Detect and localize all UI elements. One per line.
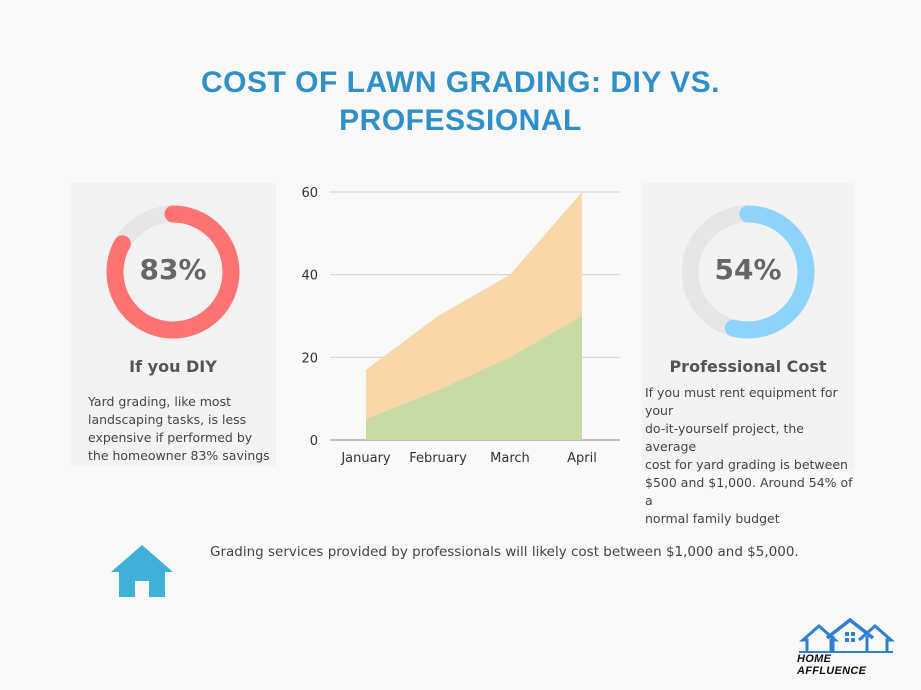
professional-text-line: If you must rent equipment for your (645, 385, 838, 418)
professional-card-title: Professional Cost (669, 357, 827, 376)
y-tick-label: 0 (310, 434, 318, 449)
x-tick-label: March (490, 451, 530, 466)
diy-text-line: landscaping tasks, is less (88, 412, 247, 427)
y-tick-label: 60 (301, 186, 318, 201)
cost-area-chart: 0 20 40 60 January February March April (301, 186, 620, 466)
diy-donut-arc (106, 205, 240, 339)
diy-percent-label: 83% (139, 253, 207, 286)
professional-card: 54% Professional Cost If you must rent e… (642, 183, 854, 526)
professional-text-line: normal family budget (645, 511, 780, 526)
diy-donut-chart (106, 205, 240, 339)
x-tick-label: April (567, 451, 597, 466)
house-icon (111, 545, 173, 597)
professional-text-line: $500 and $1,000. Around 54% of a (645, 475, 853, 508)
footer-note: Grading services provided by professiona… (210, 544, 799, 560)
diy-card: 83% If you DIY Yard grading, like most l… (70, 183, 276, 466)
title-line-1: Cost of Lawn Grading: DIY vs. (201, 66, 720, 99)
professional-text-line: cost for yard grading is between (645, 457, 848, 472)
professional-donut-chart (681, 205, 815, 339)
diy-text-line: the homeowner 83% savings (88, 448, 270, 463)
professional-text-line: do-it-yourself project, the average (645, 421, 804, 454)
diy-text-line: expensive if performed by (88, 430, 253, 445)
diy-card-title: If you DIY (129, 357, 217, 376)
professional-card-text: If you must rent equipment for your do-i… (645, 384, 854, 528)
houses-logo-icon (799, 618, 895, 653)
y-tick-label: 20 (301, 351, 318, 366)
x-tick-label: January (340, 451, 391, 466)
professional-donut-arc (681, 205, 815, 339)
professional-percent-label: 54% (714, 253, 782, 286)
diy-text-line: Yard grading, like most (88, 394, 231, 409)
x-tick-label: February (409, 451, 467, 466)
y-tick-label: 40 (301, 269, 318, 284)
page-title: Cost of Lawn Grading: DIY vs. Profession… (0, 64, 921, 140)
area-series-2 (366, 316, 582, 440)
title-line-2: Professional (339, 104, 582, 137)
brand-logo-text: HOME AFFLUENCE (797, 653, 867, 677)
diy-card-text: Yard grading, like most landscaping task… (88, 393, 270, 465)
